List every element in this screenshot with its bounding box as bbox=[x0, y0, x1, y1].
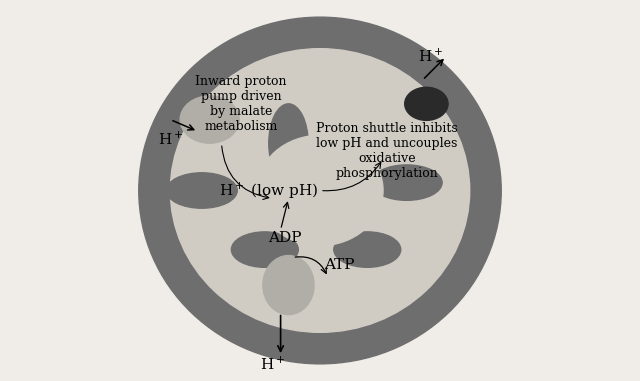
Text: H$^+$: H$^+$ bbox=[260, 355, 285, 373]
Ellipse shape bbox=[334, 232, 401, 267]
Ellipse shape bbox=[139, 17, 501, 364]
Ellipse shape bbox=[231, 232, 298, 267]
Text: H$^+$: H$^+$ bbox=[418, 48, 443, 65]
Text: Inward proton
pump driven
by malate
metabolism: Inward proton pump driven by malate meta… bbox=[195, 75, 287, 133]
Ellipse shape bbox=[263, 256, 314, 315]
Text: ATP: ATP bbox=[324, 258, 355, 272]
Ellipse shape bbox=[269, 104, 308, 182]
Ellipse shape bbox=[166, 173, 237, 208]
Ellipse shape bbox=[371, 165, 442, 200]
Text: Proton shuttle inhibits
low pH and uncouples
oxidative
phosphorylation: Proton shuttle inhibits low pH and uncou… bbox=[316, 122, 458, 180]
Ellipse shape bbox=[404, 87, 448, 120]
Text: H$^+$ (low pH): H$^+$ (low pH) bbox=[219, 180, 319, 201]
Ellipse shape bbox=[180, 96, 239, 143]
Ellipse shape bbox=[257, 135, 383, 246]
Ellipse shape bbox=[170, 49, 470, 332]
Text: ADP: ADP bbox=[268, 231, 301, 245]
Text: H$^+$: H$^+$ bbox=[157, 131, 183, 148]
